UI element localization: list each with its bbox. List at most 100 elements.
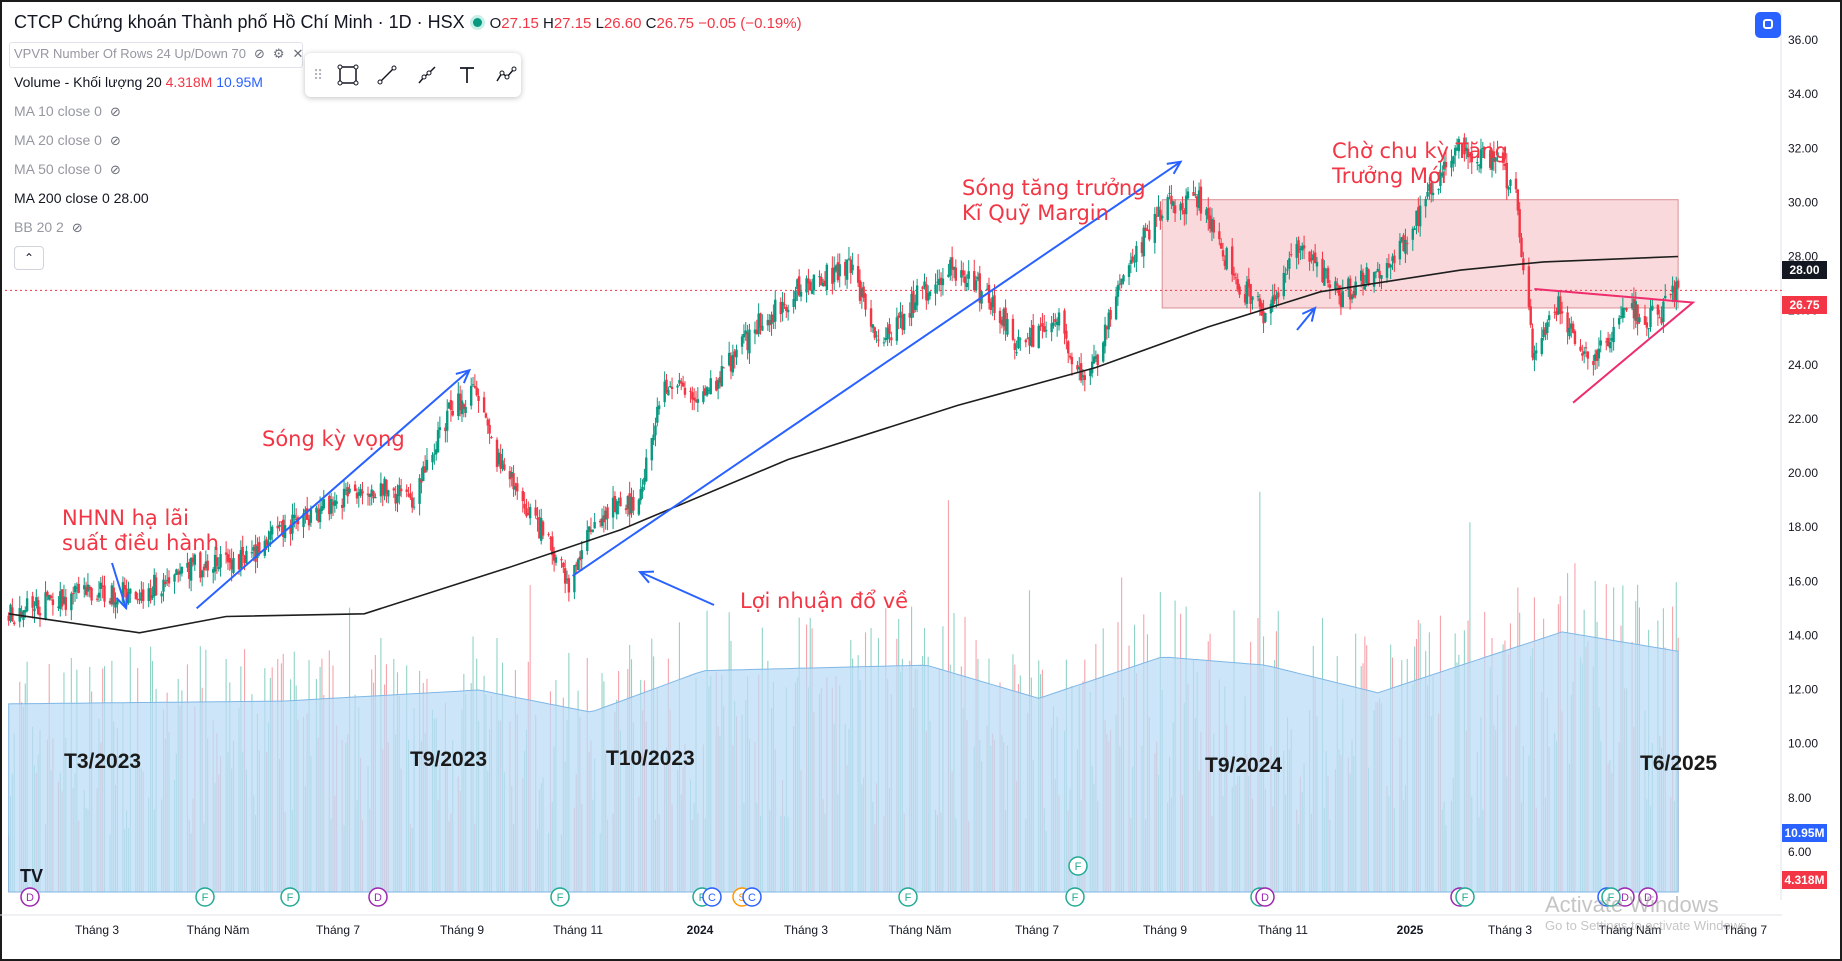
event-marker [1601,887,1621,907]
candle-body [541,521,545,536]
candle-body [457,393,460,417]
candle-body [462,404,466,410]
ma50-legend[interactable]: MA 50 close 0 ⊘ [14,161,121,178]
candle-body [49,595,53,598]
candle-body [1675,281,1678,301]
rectangle-tool-button[interactable] [333,59,363,91]
candle-body [667,389,670,396]
annotation-text: Chờ chu kỳ Tăng Trưởng Mới [1331,139,1508,188]
candle-body [1308,251,1311,262]
volume-label: Volume - Khối lượng 20 [14,74,162,90]
event-marker-label: C [708,892,716,904]
candle-body [825,264,829,291]
y-tick-label: 6.00 [1788,845,1812,859]
candle-body [547,534,550,536]
candle-body [1400,237,1403,242]
hidden-eye-icon[interactable]: ⊘ [71,220,83,235]
candle-body [755,329,759,335]
candle-body [1385,263,1389,278]
candle-body [1286,269,1289,271]
candle-body [851,264,854,271]
drag-handle-icon[interactable]: ⠿ [313,66,324,83]
candle-body [1632,299,1636,319]
vpvr-legend-box[interactable] [9,42,303,68]
ma10-legend[interactable]: MA 10 close 0 ⊘ [14,103,121,120]
candle-body [821,282,825,286]
pointer-arrow-head [1301,306,1317,322]
event-marker [280,887,300,907]
candle-body [761,325,764,331]
candle-body [425,459,429,471]
candle-body [160,593,163,597]
hidden-eye-icon[interactable]: ⊘ [109,162,121,177]
candle-body [1011,318,1015,340]
candle-body [1557,296,1560,315]
pattern-tool-button[interactable] [491,59,521,91]
candle-body [1442,161,1446,170]
candle-body [978,273,981,303]
candle-body [265,539,268,546]
candle-body [138,598,141,601]
candle-body [552,551,556,561]
annotation-line: Sóng kỳ vọng [262,427,405,451]
candle-body [473,385,477,388]
candle-body [1582,351,1586,354]
event-marker-label: D [1261,892,1269,904]
candle-body [554,557,558,563]
candle-body [770,314,773,325]
candle-body [704,388,707,396]
candle-body [847,258,851,260]
text-tool-button[interactable] [452,59,482,91]
candle-body [278,524,281,527]
close-icon[interactable]: ✕ [292,46,304,61]
candle-body [1623,308,1626,310]
path-tool-button[interactable] [412,59,442,91]
candle-body [652,434,655,441]
settings-gear-icon[interactable]: ⚙ [272,46,285,61]
candle-body [1444,161,1448,168]
hide-eye-icon[interactable]: ⊘ [253,46,265,61]
candle-body [705,387,709,396]
candle-body [488,424,491,434]
candle-body [254,544,257,562]
volume-legend[interactable]: Volume - Khối lượng 20 4.318M 10.95M [14,74,263,90]
bb-legend[interactable]: BB 20 2 ⊘ [14,219,83,236]
candle-body [1404,239,1407,254]
candle-body [1105,326,1109,330]
candle-body [329,498,333,514]
candle-body [834,265,838,271]
candle-body [1380,275,1383,279]
vpvr-legend[interactable]: VPVR Number Of Rows 24 Up/Down 70 ⊘ ⚙ ✕ [14,46,303,62]
screenshot-button[interactable] [1755,12,1781,38]
candle-body [665,379,668,393]
candle-body [715,380,718,391]
annotation-line: Kĩ Quỹ Margin [962,201,1109,225]
candle-body [1000,319,1004,325]
candle-body [59,591,62,609]
candle-body [1148,229,1151,240]
candle-body [1645,322,1649,328]
ma200-legend[interactable]: MA 200 close 0 28.00 [14,190,149,206]
hidden-eye-icon[interactable]: ⊘ [109,104,121,119]
trend-line-tool-button[interactable] [373,59,403,91]
candle-body [366,493,370,496]
candle-body [141,589,145,602]
hidden-eye-icon[interactable]: ⊘ [109,133,121,148]
candle-body [1131,256,1134,262]
candle-body [1032,324,1035,347]
tradingview-logo-icon[interactable]: TV [20,866,44,886]
ma20-legend[interactable]: MA 20 close 0 ⊘ [14,132,121,149]
x-tick-label: Tháng 7 [1015,923,1059,937]
candle-body [1361,272,1365,286]
candle-body [1173,205,1177,214]
collapse-legend-button[interactable]: ⌃ [14,246,44,270]
last-price-tag: 26.75 [1782,296,1827,314]
candle-body [1052,322,1055,326]
candle-body [1028,337,1031,346]
candle-body [1483,147,1486,150]
candle-body [1262,311,1265,324]
candle-body [1608,341,1612,349]
candle-body [746,332,749,351]
candle-body [1284,273,1287,275]
